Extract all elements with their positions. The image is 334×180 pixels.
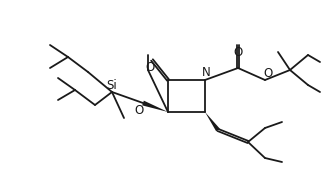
Polygon shape — [142, 101, 168, 112]
Text: O: O — [233, 46, 242, 58]
Text: O: O — [145, 60, 155, 73]
Text: N: N — [202, 66, 210, 78]
Text: O: O — [264, 66, 273, 80]
Text: Si: Si — [107, 78, 117, 91]
Polygon shape — [205, 112, 220, 131]
Text: O: O — [134, 103, 144, 116]
